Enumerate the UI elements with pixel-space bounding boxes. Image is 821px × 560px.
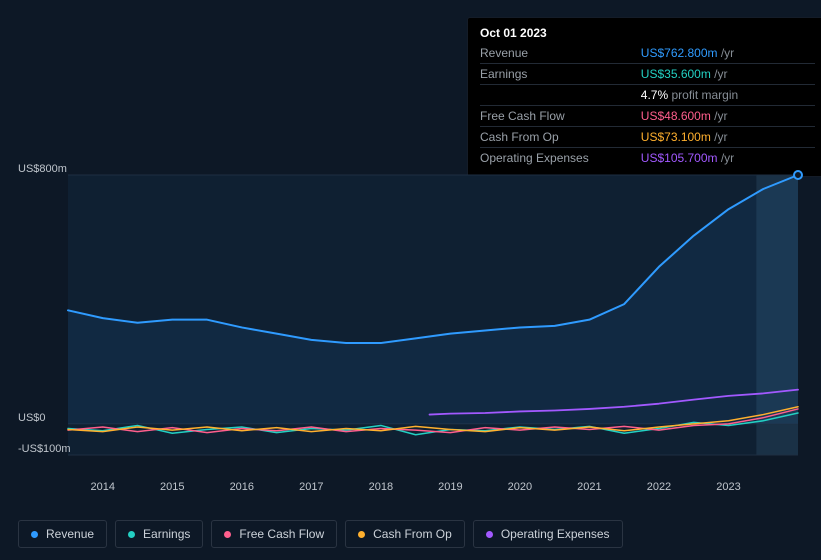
legend-item-cfo[interactable]: Cash From Op [345,520,465,548]
tooltip-row-label: Earnings [480,64,641,85]
tooltip-row: Cash From OpUS$73.100m /yr [480,127,815,148]
tooltip-row: Free Cash FlowUS$48.600m /yr [480,106,815,127]
chart-legend: Revenue Earnings Free Cash Flow Cash From O… [18,520,623,548]
legend-dot-icon [486,531,493,538]
legend-dot-icon [224,531,231,538]
tooltip-row: EarningsUS$35.600m /yr [480,64,815,85]
chart-svg: US$800m US$0 -US$100m 2014 2015 2016 2017 2018 2… [18,155,803,500]
svg-text:2021: 2021 [577,481,601,493]
chart-container: Oct 01 2023 RevenueUS$762.800m /yrEarnin… [0,0,821,560]
svg-text:2023: 2023 [716,481,740,493]
legend-dot-icon [358,531,365,538]
legend-item-opex[interactable]: Operating Expenses [473,520,623,548]
legend-label: Revenue [46,527,94,541]
tooltip-row-value: US$35.600m /yr [641,64,815,85]
tooltip-row-label: Cash From Op [480,127,641,148]
svg-text:2019: 2019 [438,481,462,493]
chart-tooltip: Oct 01 2023 RevenueUS$762.800m /yrEarnin… [468,18,821,176]
legend-item-earnings[interactable]: Earnings [115,520,203,548]
legend-label: Cash From Op [373,527,452,541]
legend-item-revenue[interactable]: Revenue [18,520,107,548]
svg-text:2016: 2016 [230,481,254,493]
tooltip-row-label: Revenue [480,43,641,64]
svg-text:-US$100m: -US$100m [18,443,71,455]
tooltip-row: 4.7% profit margin [480,85,815,106]
tooltip-table: RevenueUS$762.800m /yrEarningsUS$35.600m… [480,43,815,168]
tooltip-row-value: US$48.600m /yr [641,106,815,127]
tooltip-row-value: 4.7% profit margin [641,85,815,106]
svg-text:2014: 2014 [91,481,115,493]
svg-text:US$0: US$0 [18,412,46,424]
tooltip-row-label [480,85,641,106]
legend-label: Free Cash Flow [239,527,324,541]
tooltip-row-label: Free Cash Flow [480,106,641,127]
tooltip-row: RevenueUS$762.800m /yr [480,43,815,64]
legend-label: Operating Expenses [501,527,610,541]
legend-dot-icon [31,531,38,538]
svg-text:2020: 2020 [508,481,532,493]
svg-text:2015: 2015 [160,481,184,493]
chart-plot-area[interactable]: US$800m US$0 -US$100m 2014 2015 2016 2017 2018 2… [18,155,803,550]
legend-dot-icon [128,531,135,538]
legend-item-fcf[interactable]: Free Cash Flow [211,520,337,548]
svg-text:2018: 2018 [369,481,393,493]
legend-label: Earnings [143,527,190,541]
svg-text:US$800m: US$800m [18,163,67,175]
tooltip-row-value: US$73.100m /yr [641,127,815,148]
svg-text:2022: 2022 [647,481,671,493]
svg-text:2017: 2017 [299,481,323,493]
tooltip-title: Oct 01 2023 [480,26,815,40]
tooltip-row-value: US$762.800m /yr [641,43,815,64]
